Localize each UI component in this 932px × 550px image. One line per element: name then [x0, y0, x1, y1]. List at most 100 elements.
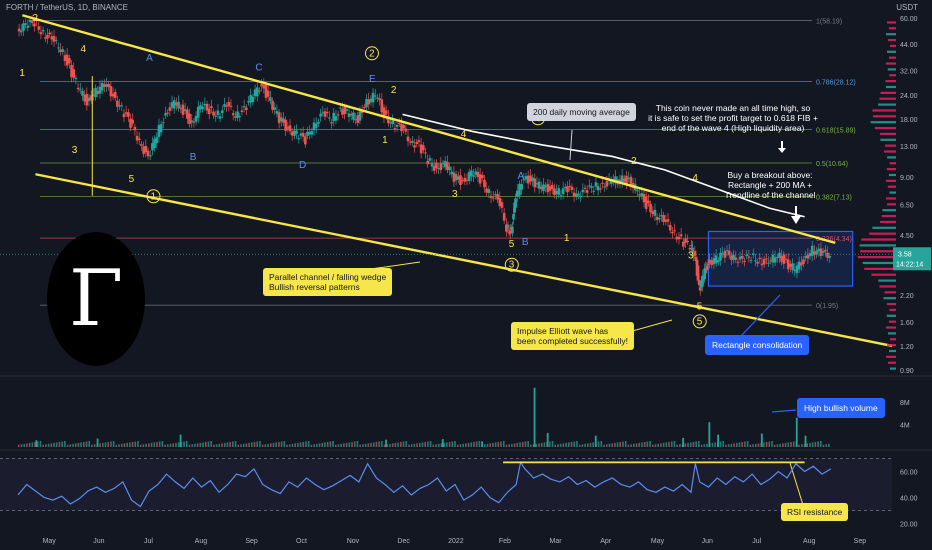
symbol-header: FORTH / TetherUS, 1D, BINANCE — [6, 3, 128, 12]
volume-bar — [784, 442, 787, 447]
volume-profile-bar — [888, 349, 896, 353]
volume-bar — [269, 443, 272, 447]
candle-body — [52, 36, 56, 42]
candle-body — [85, 93, 89, 106]
volume-bar — [443, 442, 445, 447]
volume-bar — [600, 440, 603, 447]
rsi-line — [17, 460, 832, 508]
candle-body — [192, 121, 196, 123]
volume-bar — [603, 444, 605, 447]
volume-bar — [31, 442, 34, 447]
candle-body — [212, 111, 215, 116]
time-axis-label: Sep — [854, 538, 867, 545]
candle-body — [708, 259, 711, 264]
volume-bar — [242, 443, 245, 447]
candle-body — [402, 125, 405, 129]
candle-body — [304, 136, 307, 145]
volume-bar — [641, 442, 643, 447]
candle-body — [780, 256, 783, 262]
candle-body — [623, 178, 626, 182]
volume-bar — [616, 442, 619, 447]
candle-body — [413, 145, 416, 148]
volume-bar — [334, 444, 337, 447]
volume-bar — [687, 442, 689, 447]
candle-body — [260, 83, 263, 87]
volume-bar — [223, 442, 226, 447]
volume-bar — [437, 443, 440, 447]
candle-body — [98, 86, 102, 94]
candle-body — [356, 115, 360, 123]
time-axis-label: May — [43, 538, 57, 545]
volume-profile-bar — [890, 367, 896, 370]
volume-bar — [134, 441, 137, 447]
candle-body — [41, 30, 45, 32]
volume-bar — [148, 443, 150, 447]
candle-body — [188, 113, 191, 125]
candle-body — [107, 84, 110, 88]
candle-body — [588, 185, 591, 187]
candle-body — [179, 107, 183, 109]
candle-body — [389, 122, 392, 124]
volume-bar — [752, 444, 754, 447]
volume-profile-bar — [880, 138, 896, 141]
candle-body — [266, 90, 270, 97]
volume-bar — [549, 441, 551, 447]
time-axis-label: Jul — [144, 538, 153, 545]
volume-bar — [397, 442, 399, 447]
candle-body — [170, 102, 174, 108]
candle-body — [515, 190, 519, 197]
volume-bar — [272, 442, 275, 447]
wave-label: 2 — [32, 13, 38, 24]
candle-body — [572, 192, 576, 197]
candle-body — [68, 58, 71, 64]
volume-bar — [158, 441, 161, 447]
candle-body — [810, 245, 814, 256]
volume-bar — [85, 441, 88, 447]
price-tick-label: 13.00 — [900, 144, 918, 151]
candle-body — [579, 196, 582, 198]
volume-bar — [706, 443, 708, 447]
ma200-line — [402, 113, 805, 218]
volume-bar — [305, 441, 307, 447]
candle-body — [439, 163, 443, 171]
volume-bar — [337, 444, 340, 447]
candle-body — [653, 209, 657, 216]
volume-bar — [104, 442, 107, 447]
candle-body — [710, 260, 714, 266]
candle-body — [122, 113, 126, 118]
candle-body — [738, 256, 742, 260]
candle-body — [148, 155, 152, 157]
volume-bar — [814, 441, 817, 447]
candle-body — [317, 121, 320, 124]
price-tick-label: 1.60 — [900, 320, 914, 327]
volume-bar — [394, 442, 397, 447]
volume-bar — [91, 444, 93, 447]
candle-body — [789, 263, 792, 267]
volume-bar — [375, 441, 378, 447]
candle-body — [103, 84, 106, 88]
candle-body — [514, 198, 517, 208]
volume-profile-bar — [884, 291, 896, 294]
volume-spike-bar — [385, 439, 387, 447]
volume-bar — [424, 441, 427, 447]
candle-body — [605, 180, 609, 187]
candle-body — [428, 158, 432, 161]
candle-body — [594, 182, 598, 187]
ath-note: This coin never made an all time high, s… — [638, 103, 828, 133]
volume-bar — [364, 443, 367, 447]
candle-body — [284, 119, 287, 131]
candle-body — [732, 254, 735, 260]
volume-bar — [215, 444, 218, 447]
breakout-note-line: Trendline of the channel — [724, 190, 816, 200]
candle-body — [373, 95, 377, 97]
volume-bar — [362, 444, 364, 447]
volume-profile-bar — [888, 56, 896, 59]
candle-body — [437, 168, 440, 170]
time-axis-label: 2022 — [448, 538, 464, 545]
volume-bar — [389, 443, 391, 447]
candle-body — [144, 145, 148, 153]
wave-label: D — [299, 160, 306, 171]
volume-profile-bar — [886, 314, 896, 317]
volume-bar — [573, 441, 576, 447]
